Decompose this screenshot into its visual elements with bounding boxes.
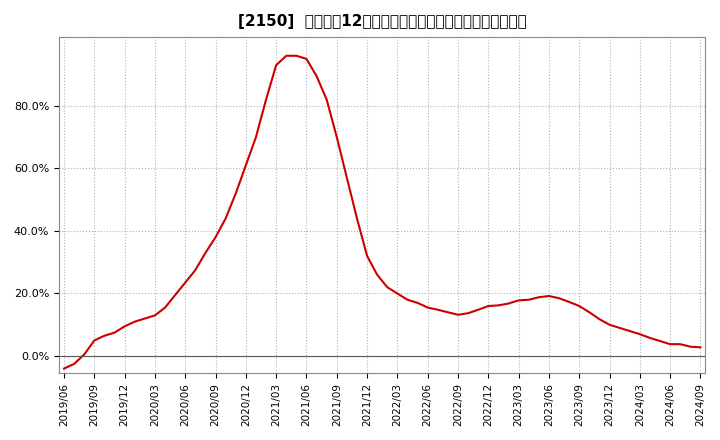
Title: [2150]  売上高の12か月移動合計の対前年同期増減率の推移: [2150] 売上高の12か月移動合計の対前年同期増減率の推移 (238, 14, 526, 29)
